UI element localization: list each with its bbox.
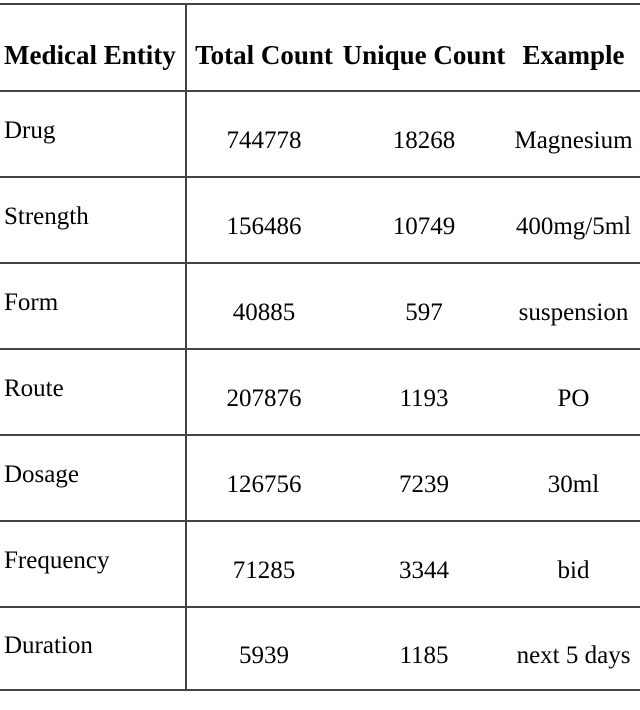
example-value: bid — [557, 557, 590, 584]
unique-count-value: 1193 — [399, 385, 449, 412]
total-count-value: 5939 — [239, 641, 289, 669]
total-count-value: 126756 — [226, 471, 302, 498]
table-row: Drug 744778 18268 Magnesium — [0, 91, 640, 178]
unique-count-cell: 7239 — [341, 435, 507, 522]
table-row: Strength 156486 10749 400mg/5ml — [0, 177, 640, 264]
total-count-cell: 156486 — [186, 177, 341, 264]
example-cell: PO — [507, 349, 640, 436]
table-row: Form 40885 597 suspension — [0, 263, 640, 350]
entity-cell: Dosage — [0, 435, 187, 522]
entity-cell: Duration — [0, 607, 187, 691]
unique-count-value: 7239 — [399, 471, 449, 498]
column-header-label: Unique Count — [342, 40, 506, 70]
header-row: Medical Entity Total Count Unique Count … — [0, 4, 640, 92]
unique-count-cell: 10749 — [341, 177, 507, 264]
example-cell: bid — [507, 521, 640, 608]
table-row: Frequency 71285 3344 bid — [0, 521, 640, 608]
total-count-value: 71285 — [232, 557, 296, 584]
unique-count-cell: 597 — [341, 263, 507, 350]
column-header-label: Medical Entity — [4, 40, 176, 70]
example-cell: 30ml — [507, 435, 640, 522]
example-value: Magnesium — [514, 127, 633, 154]
entity-label: Drug — [4, 117, 56, 144]
unique-count-value: 3344 — [399, 557, 449, 584]
total-count-cell: 744778 — [186, 91, 341, 178]
unique-count-value: 597 — [405, 299, 443, 326]
entity-label: Strength — [4, 203, 89, 230]
entity-label: Dosage — [4, 461, 79, 488]
table-row: Duration 5939 1185 next 5 days — [0, 607, 640, 691]
example-value: 30ml — [547, 471, 600, 498]
example-value: PO — [557, 385, 590, 412]
table-row: Dosage 126756 7239 30ml — [0, 435, 640, 522]
column-header-label: Total Count — [195, 40, 333, 70]
example-cell: 400mg/5ml — [507, 177, 640, 264]
unique-count-cell: 3344 — [341, 521, 507, 608]
total-count-cell: 207876 — [186, 349, 341, 436]
total-count-cell: 40885 — [186, 263, 341, 350]
unique-count-cell: 18268 — [341, 91, 507, 178]
column-header-label: Example — [522, 40, 625, 70]
medical-entity-table: Medical Entity Total Count Unique Count … — [0, 3, 640, 691]
column-header-total-count: Total Count — [186, 4, 341, 92]
example-cell: Magnesium — [507, 91, 640, 178]
table-row: Route 207876 1193 PO — [0, 349, 640, 436]
entity-label: Form — [4, 289, 59, 316]
unique-count-cell: 1193 — [341, 349, 507, 436]
column-header-medical-entity: Medical Entity — [0, 4, 187, 92]
column-header-example: Example — [507, 4, 640, 92]
entity-label: Duration — [4, 631, 93, 659]
entity-cell: Strength — [0, 177, 187, 264]
entity-cell: Route — [0, 349, 187, 436]
example-value: suspension — [518, 299, 629, 326]
example-value: 400mg/5ml — [515, 213, 632, 240]
total-count-cell: 126756 — [186, 435, 341, 522]
total-count-cell: 71285 — [186, 521, 341, 608]
entity-label: Route — [4, 375, 64, 402]
unique-count-cell: 1185 — [341, 607, 507, 691]
unique-count-value: 1185 — [399, 641, 449, 669]
column-header-unique-count: Unique Count — [341, 4, 507, 92]
unique-count-value: 10749 — [392, 213, 456, 240]
total-count-value: 744778 — [226, 127, 302, 154]
total-count-cell: 5939 — [186, 607, 341, 691]
example-value: next 5 days — [516, 641, 631, 669]
total-count-value: 40885 — [232, 299, 296, 326]
total-count-value: 207876 — [226, 385, 302, 412]
entity-cell: Form — [0, 263, 187, 350]
example-cell: next 5 days — [507, 607, 640, 691]
entity-cell: Frequency — [0, 521, 187, 608]
entity-cell: Drug — [0, 91, 187, 178]
entity-label: Frequency — [4, 547, 110, 574]
total-count-value: 156486 — [226, 213, 302, 240]
example-cell: suspension — [507, 263, 640, 350]
unique-count-value: 18268 — [392, 127, 456, 154]
